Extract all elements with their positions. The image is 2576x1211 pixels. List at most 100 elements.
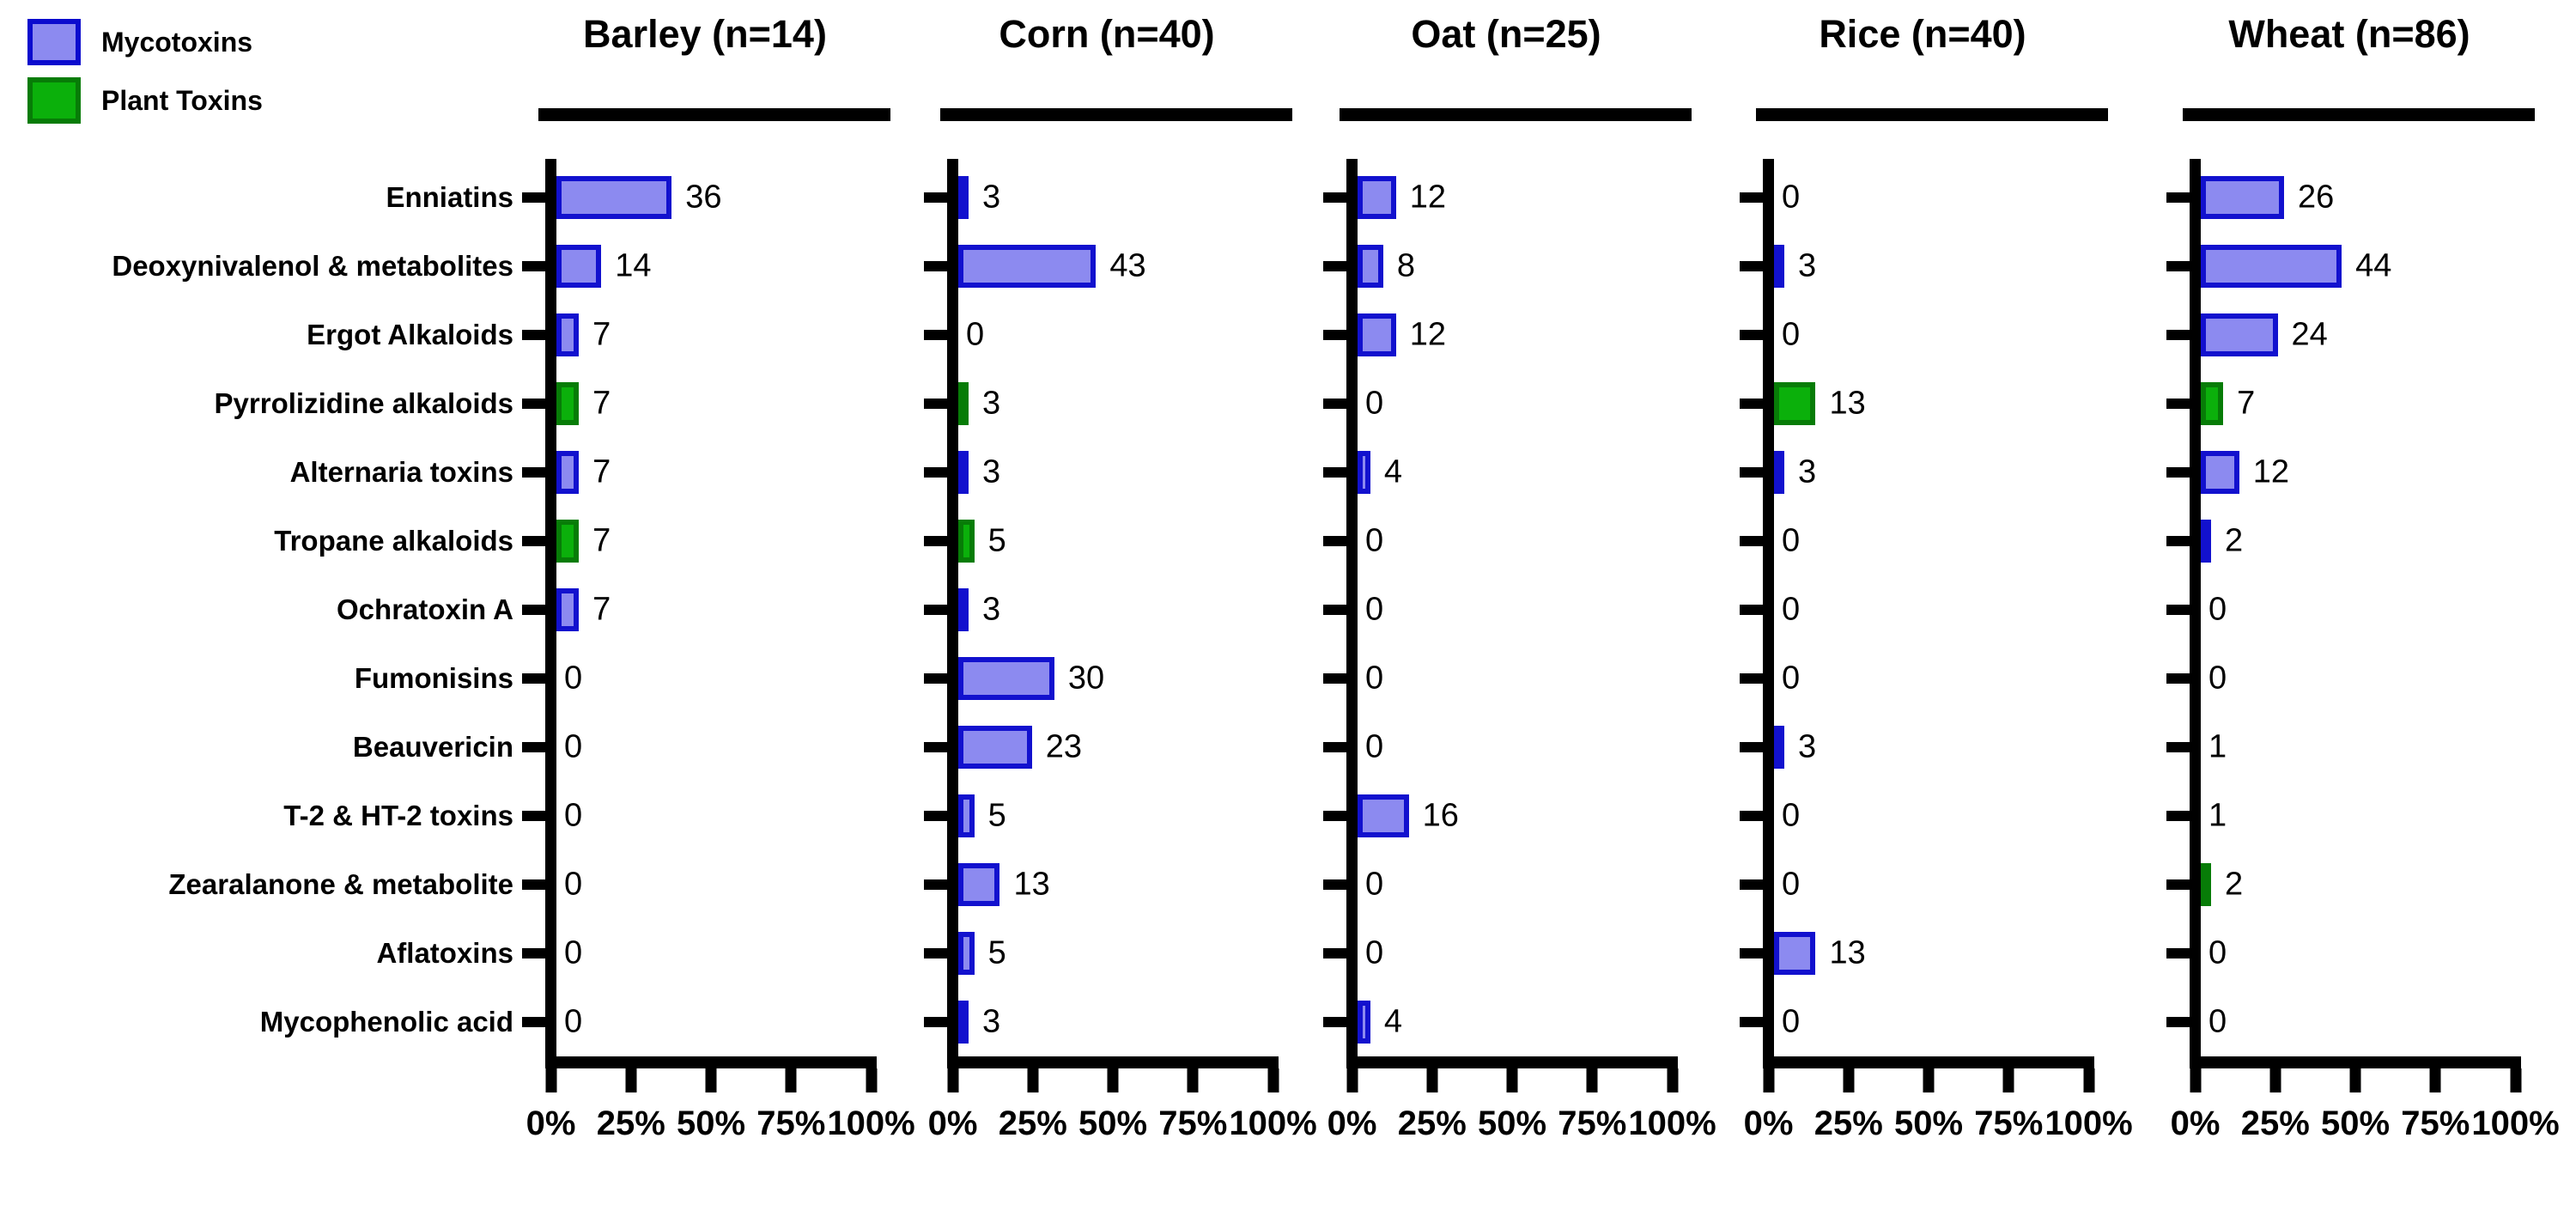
- y-axis-tick: [522, 605, 545, 615]
- bar-mycotoxin: [958, 932, 975, 975]
- category-label: Zearalanone & metabolite: [168, 868, 513, 900]
- category-label: Deoxynivalenol & metabolites: [112, 250, 513, 282]
- bar-value-label: 13: [1829, 385, 1866, 422]
- plot-area: 0% 25% 50% 75% 100% 0 3 0 13 3 0 0 0 3 0 0 13 0: [1740, 159, 2133, 1142]
- bar-mycotoxin: [556, 245, 602, 288]
- bar-value-label: 7: [592, 453, 611, 490]
- y-axis-tick: [1740, 399, 1763, 409]
- bar-mycotoxin: [958, 451, 969, 494]
- y-axis-tick: [924, 330, 947, 340]
- y-axis-tick: [2166, 536, 2190, 546]
- panel-title-underline: [1756, 108, 2108, 121]
- x-axis-tick-label: 100%: [2044, 1105, 2133, 1142]
- bar-mycotoxin: [1358, 176, 1396, 219]
- bar-value-label: 0: [1782, 179, 1801, 216]
- y-axis-tick: [2166, 330, 2190, 340]
- bar-mycotoxin: [958, 657, 1054, 700]
- bar-mycotoxin: [1358, 313, 1396, 356]
- y-axis-tick: [1323, 536, 1346, 546]
- x-axis-tick: [545, 1068, 556, 1092]
- bar-value-label: 5: [987, 797, 1006, 834]
- bar-value-label: 24: [2291, 316, 2328, 353]
- y-axis-tick: [1323, 879, 1346, 890]
- y-axis-tick: [1740, 467, 1763, 478]
- category-label: T-2 & HT-2 toxins: [283, 800, 513, 831]
- bar-value-label: 0: [1782, 522, 1801, 559]
- plot-area: 0% 25% 50% 75% 100% 26 44 24 7 12 2 0 0 1 1 2 0 0: [2166, 159, 2560, 1142]
- mycotoxins-legend-label: Mycotoxins: [101, 26, 253, 58]
- y-axis-tick: [2166, 399, 2190, 409]
- x-axis-tick: [1267, 1068, 1279, 1092]
- x-axis-tick-label: 50%: [1893, 1105, 1964, 1142]
- y-axis-tick: [924, 1017, 947, 1027]
- y-axis-tick: [924, 605, 947, 615]
- y-axis-tick: [1323, 261, 1346, 271]
- x-axis-tick-label: 25%: [1814, 1105, 1883, 1142]
- panel-barley: Barley (n=14) 0% 25% 50% 75% 100% 36 14 7 7 7 7 7 0 0 0…: [522, 0, 949, 1211]
- bar-value-label: 4: [1383, 453, 1403, 490]
- bar-mycotoxin: [958, 245, 1097, 288]
- y-axis-tick: [1323, 399, 1346, 409]
- x-axis-tick: [866, 1068, 877, 1092]
- panel-corn: Corn (n=40) 0% 25% 50% 75% 100% 3 43 0 3 3 5 3 30 23 5 1…: [924, 0, 1351, 1211]
- panel-wheat: Wheat (n=86) 0% 25% 50% 75% 100% 26 44 24 7 12 2 0 0 1…: [2166, 0, 2576, 1211]
- bar-mycotoxin: [1358, 794, 1409, 837]
- x-axis-spine: [1763, 1056, 2094, 1068]
- bar-value-label: 1: [2208, 728, 2227, 765]
- bar-value-label: 13: [1013, 866, 1050, 903]
- y-axis-tick: [2166, 879, 2190, 890]
- panel-title: Oat (n=25): [1411, 12, 1601, 56]
- x-axis-tick-label: 25%: [596, 1105, 665, 1142]
- y-axis-tick: [924, 192, 947, 203]
- y-axis-tick: [1740, 605, 1763, 615]
- bar-value-label: 23: [1045, 728, 1083, 765]
- x-axis-tick-label: 75%: [1974, 1105, 2044, 1142]
- bar-value-label: 0: [1782, 1003, 1801, 1040]
- x-axis-tick-label: 100%: [1628, 1105, 1716, 1142]
- y-axis-tick: [924, 673, 947, 684]
- x-axis-tick: [2429, 1068, 2441, 1092]
- x-axis-tick-label: 75%: [2401, 1105, 2470, 1142]
- bar-value-label: 0: [564, 866, 583, 903]
- bar-mycotoxin: [2201, 313, 2278, 356]
- x-axis-tick: [2002, 1068, 2014, 1092]
- y-axis-tick: [2166, 811, 2190, 821]
- bar-value-label: 0: [1365, 934, 1384, 971]
- x-axis-tick: [1027, 1068, 1039, 1092]
- bar-plant-toxin: [958, 520, 975, 563]
- bar-value-label: 0: [966, 316, 985, 353]
- y-axis-tick: [522, 673, 545, 684]
- bar-value-label: 7: [592, 385, 611, 422]
- y-axis-tick: [1740, 742, 1763, 752]
- y-axis-tick: [522, 536, 545, 546]
- bar-value-label: 7: [592, 591, 611, 628]
- x-axis-tick: [625, 1068, 637, 1092]
- bar-mycotoxin: [1774, 245, 1784, 288]
- y-axis-tick: [1323, 192, 1346, 203]
- x-axis-tick: [785, 1068, 797, 1092]
- y-axis-tick: [2166, 948, 2190, 958]
- y-axis-tick: [522, 948, 545, 958]
- bar-mycotoxin: [556, 313, 580, 356]
- bar-value-label: 3: [1798, 728, 1817, 765]
- x-axis-tick: [2190, 1068, 2201, 1092]
- bar-value-label: 12: [1409, 179, 1447, 216]
- bar-value-label: 0: [564, 728, 583, 765]
- y-axis-tick: [522, 879, 545, 890]
- y-axis-tick: [522, 811, 545, 821]
- bar-mycotoxin: [1774, 932, 1816, 975]
- y-axis-tick: [1323, 467, 1346, 478]
- y-axis-tick: [1323, 1017, 1346, 1027]
- x-axis-tick-label: 25%: [998, 1105, 1067, 1142]
- x-axis-spine: [1346, 1056, 1678, 1068]
- x-axis-tick-label: 25%: [2240, 1105, 2310, 1142]
- y-axis-tick: [924, 399, 947, 409]
- category-label: Tropane alkaloids: [274, 525, 513, 557]
- category-label: Beauvericin: [352, 731, 513, 763]
- bar-value-label: 0: [1782, 797, 1801, 834]
- bar-value-label: 13: [1829, 934, 1866, 971]
- y-axis-spine: [1763, 159, 1774, 1068]
- plant-toxins-color-swatch: [27, 77, 81, 124]
- bar-mycotoxin: [556, 176, 672, 219]
